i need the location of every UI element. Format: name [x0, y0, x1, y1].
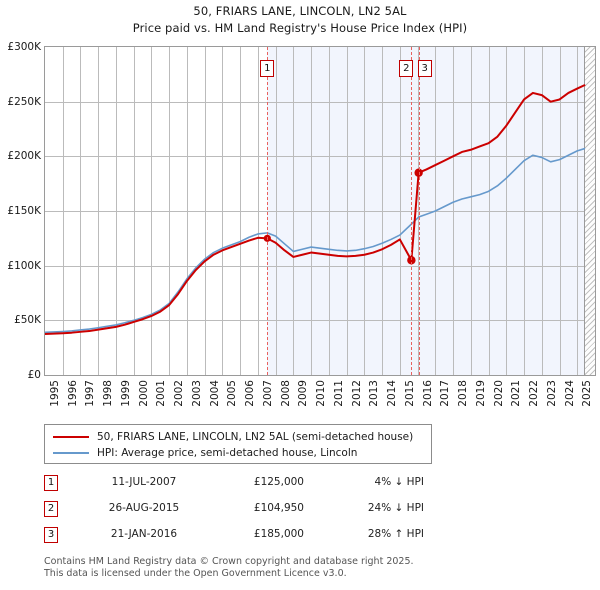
- x-axis-tick-label: 2006: [244, 380, 257, 407]
- txn-date: 26-AUG-2015: [108, 502, 180, 514]
- y-axis-labels: £0 £50K £100K £150K £200K £250K £300K: [0, 41, 44, 381]
- x-axis-tick-label: 2000: [137, 380, 150, 407]
- x-axis-tick-label: 2024: [563, 380, 576, 407]
- x-axis-tick-label: 2019: [474, 380, 487, 407]
- x-axis-tick-label: 2004: [208, 380, 221, 407]
- x-axis-tick-label: 2010: [315, 380, 328, 407]
- sale-marker-line: [267, 47, 269, 375]
- x-axis-tick-label: 1996: [66, 380, 79, 407]
- legend-item-price-paid: 50, FRIARS LANE, LINCOLN, LN2 5AL (semi-…: [51, 429, 425, 445]
- y-axis-tick-label: £300K: [7, 41, 41, 53]
- x-axis-labels: 1995 1996 1997 1998 1999 2000 2001 2002 2003 2004…: [44, 378, 600, 422]
- plot-area: [44, 46, 596, 376]
- x-axis-tick-label: 2023: [545, 380, 558, 407]
- sale-marker-line: [411, 47, 413, 375]
- txn-date: 21-JAN-2016: [110, 528, 178, 540]
- sale-marker-box-2[interactable]: 2: [399, 60, 414, 77]
- chart-legend: 50, FRIARS LANE, LINCOLN, LN2 5AL (semi-…: [44, 424, 432, 464]
- txn-hpi-delta: 4% ↓ HPI: [374, 476, 424, 488]
- sale-marker-box-3[interactable]: 3: [417, 60, 432, 77]
- series-line: [45, 147, 586, 334]
- y-axis-tick-label: £200K: [7, 150, 41, 163]
- x-axis-tick-label: 2013: [368, 380, 381, 407]
- x-axis-tick-label: 2005: [226, 380, 239, 407]
- txn-date: 11-JUL-2007: [111, 476, 177, 488]
- grid-line-horizontal: [45, 211, 595, 212]
- footer-line-2: This data is licensed under the Open Gov…: [44, 567, 347, 579]
- x-axis-tick-label: 2008: [279, 380, 292, 407]
- txn-price: £185,000: [253, 528, 304, 540]
- legend-label-hpi: HPI: Average price, semi-detached house,…: [97, 447, 358, 459]
- chart-title-sub: Price paid vs. HM Land Registry's House …: [132, 21, 468, 35]
- grid-line-horizontal: [45, 265, 595, 267]
- x-axis-tick-label: 1998: [102, 380, 115, 407]
- table-row: 2 26-AUG-2015 £104,950 24% ↓ HPI: [44, 498, 444, 524]
- series-line: [45, 84, 586, 335]
- table-row: 1 11-JUL-2007 £125,000 4% ↓ HPI: [44, 472, 444, 498]
- y-axis-tick-label: £150K: [7, 205, 41, 217]
- grid-line-horizontal: [45, 101, 595, 103]
- x-axis-tick-label: 1997: [84, 380, 97, 407]
- legend-label-price-paid: 50, FRIARS LANE, LINCOLN, LN2 5AL (semi-…: [97, 431, 414, 443]
- y-axis-tick-label: £250K: [7, 95, 41, 108]
- x-axis-tick-label: 1999: [119, 380, 132, 407]
- x-axis-tick-label: 2002: [173, 380, 186, 407]
- x-axis-tick-label: 2012: [350, 380, 363, 407]
- legend-item-hpi: HPI: Average price, semi-detached house,…: [51, 445, 425, 461]
- projection-hatch-region: [584, 47, 595, 375]
- x-axis-tick-label: 2018: [457, 380, 470, 407]
- txn-hpi-delta: 24% ↓ HPI: [367, 502, 424, 514]
- y-axis-tick-label: £100K: [7, 259, 41, 272]
- x-axis-tick-label: 1995: [49, 380, 61, 407]
- grid-line-horizontal: [45, 156, 595, 158]
- x-axis-tick-label: 2015: [403, 380, 416, 407]
- x-axis-tick-label: 2014: [386, 380, 399, 407]
- x-axis-tick-label: 2016: [421, 380, 434, 407]
- grid-line-horizontal: [45, 320, 595, 322]
- x-axis-tick-label: 2011: [332, 380, 345, 407]
- x-axis-tick-label: 2025: [581, 380, 594, 407]
- txn-marker-number: 2: [44, 501, 58, 517]
- page-title: 50, FRIARS LANE, LINCOLN, LN2 5AL Price …: [0, 3, 600, 37]
- x-axis-tick-label: 2009: [297, 380, 310, 407]
- txn-hpi-delta: 28% ↑ HPI: [367, 528, 424, 540]
- txn-marker-number: 1: [44, 475, 58, 491]
- transactions-table: 1 11-JUL-2007 £125,000 4% ↓ HPI 2 26-AUG…: [44, 472, 444, 550]
- footer-line-1: Contains HM Land Registry data © Crown c…: [44, 556, 414, 567]
- grid-line-vertical: [595, 47, 596, 375]
- x-axis-tick-label: 2017: [439, 380, 452, 407]
- chart-container: £0 £50K £100K £150K £200K £250K £300K 1995 1996…: [0, 40, 600, 420]
- x-axis-tick-label: 2003: [190, 380, 203, 407]
- x-axis-tick-label: 2022: [528, 380, 541, 407]
- legend-swatch-hpi: [53, 452, 89, 454]
- txn-marker-number: 3: [44, 527, 58, 543]
- txn-price: £125,000: [253, 476, 304, 488]
- y-axis-tick-label: £50K: [14, 314, 41, 327]
- sale-marker-box-1[interactable]: 1: [260, 60, 275, 77]
- txn-price: £104,950: [253, 502, 304, 514]
- x-axis-tick-label: 2020: [492, 380, 505, 407]
- table-row: 3 21-JAN-2016 £185,000 28% ↑ HPI: [44, 524, 444, 550]
- x-axis-tick-label: 2001: [155, 380, 168, 407]
- chart-title-main: 50, FRIARS LANE, LINCOLN, LN2 5AL: [193, 4, 407, 18]
- legend-swatch-price-paid: [53, 436, 89, 438]
- series-canvas: [45, 84, 586, 335]
- y-axis-tick-label: £0: [27, 369, 41, 381]
- x-axis-tick-label: 2007: [261, 380, 274, 407]
- footer-attribution: Contains HM Land Registry data © Crown c…: [44, 556, 564, 579]
- x-axis-tick-label: 2021: [510, 380, 523, 407]
- sale-marker-line: [418, 47, 420, 375]
